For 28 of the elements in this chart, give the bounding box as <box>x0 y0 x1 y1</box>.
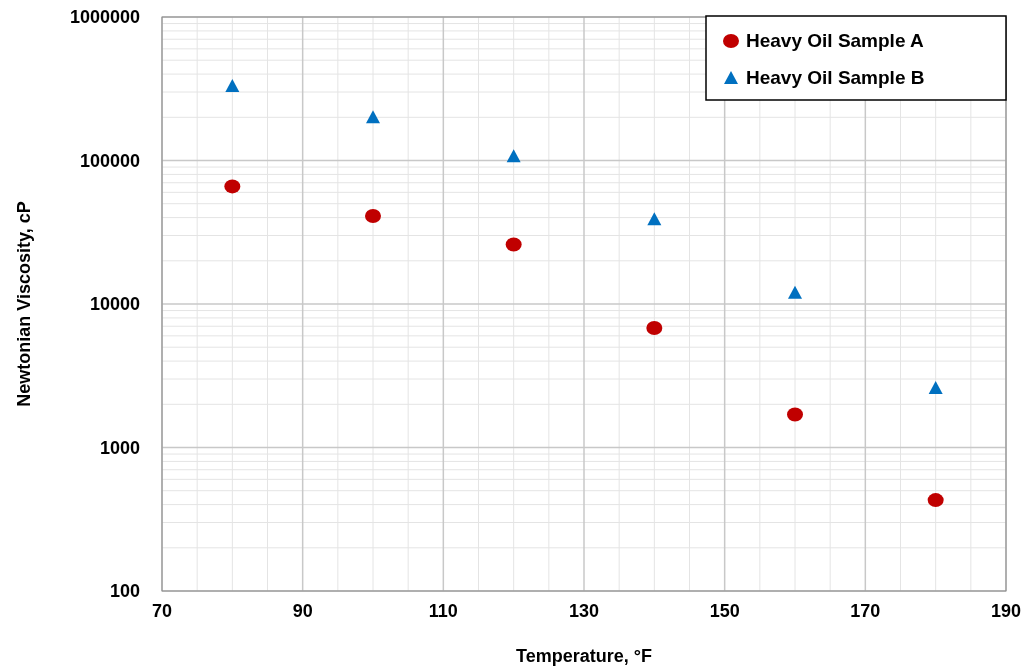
point <box>225 79 240 93</box>
legend-label: Heavy Oil Sample A <box>746 30 925 51</box>
legend-label: Heavy Oil Sample B <box>746 67 925 88</box>
point <box>506 149 521 163</box>
x-tick-label: 90 <box>292 601 313 621</box>
point <box>366 110 380 124</box>
y-axis-title: Newtonian Viscosity, cP <box>14 201 34 407</box>
point <box>788 285 802 299</box>
point <box>928 380 943 394</box>
y-tick-label: 10000 <box>89 294 140 314</box>
x-tick-label: 190 <box>990 601 1022 621</box>
y-tick-label: 100 <box>109 581 140 601</box>
point <box>365 209 381 224</box>
point <box>224 179 241 194</box>
x-tick-label: 110 <box>428 601 458 621</box>
point <box>927 493 944 508</box>
x-tick-label: 150 <box>709 601 740 621</box>
point <box>505 237 522 252</box>
y-tick-label: 1000 <box>99 437 140 458</box>
x-tick-label: 170 <box>850 601 881 621</box>
point <box>787 407 803 422</box>
point <box>647 212 662 226</box>
x-tick-label: 70 <box>151 601 173 621</box>
point <box>646 321 663 336</box>
x-tick-label: 130 <box>568 601 600 621</box>
y-tick-label: 100000 <box>79 150 140 171</box>
y-tick-label: 1000000 <box>69 7 140 27</box>
x-axis-title: Temperature, °F <box>516 646 652 666</box>
